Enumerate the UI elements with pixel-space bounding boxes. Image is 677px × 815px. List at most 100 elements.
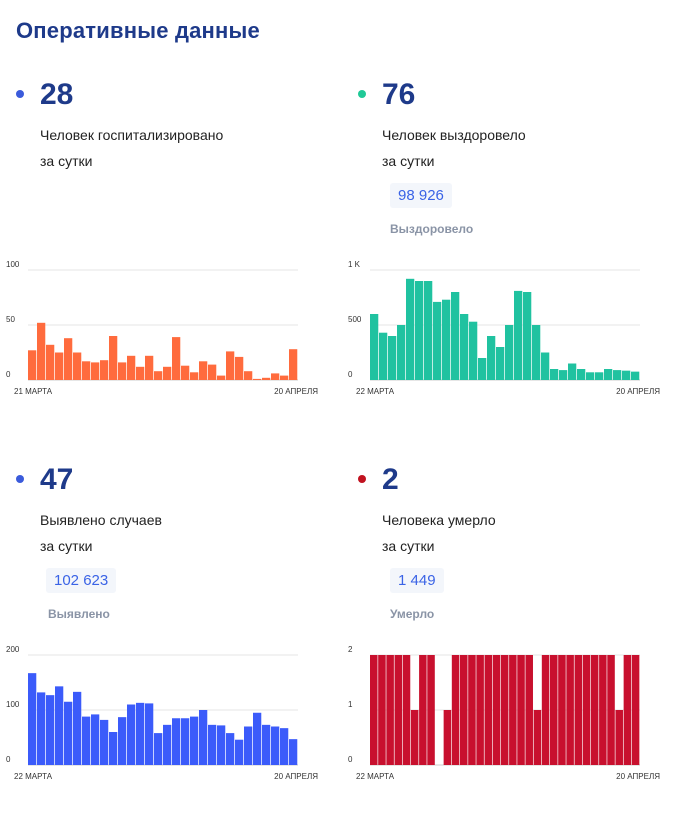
bar — [577, 369, 586, 380]
bar — [402, 655, 411, 765]
detected-desc-line2: за сутки — [40, 538, 93, 554]
bar — [460, 314, 469, 380]
bar — [91, 714, 100, 765]
bar — [590, 655, 599, 765]
bar — [631, 371, 640, 380]
y-tick-label: 50 — [6, 315, 15, 324]
recovered-total: 98 926 — [390, 183, 452, 208]
bar — [181, 365, 190, 380]
y-tick-label: 0 — [6, 370, 11, 379]
bar — [199, 710, 208, 765]
recovered-total-label: Выздоровело — [390, 222, 474, 236]
bar — [397, 325, 406, 380]
bar — [244, 726, 253, 765]
hospitalized-card: 28 Человек госпитализировано за сутки 0 5… — [0, 70, 318, 430]
recovered-description: Человек выздоровело за сутки — [382, 122, 526, 174]
x-end-label: 20 АПРЕЛЯ — [616, 772, 660, 781]
bar — [532, 325, 541, 380]
hospitalized-dot — [16, 90, 24, 98]
detected-total-label: Выявлено — [48, 607, 110, 621]
bar — [28, 673, 37, 765]
bar — [100, 719, 109, 765]
bar — [208, 364, 217, 380]
bar — [574, 655, 583, 765]
bar — [582, 655, 591, 765]
bar — [427, 655, 435, 765]
bar — [226, 733, 235, 765]
bar — [82, 361, 91, 380]
bar — [280, 375, 289, 380]
bar — [100, 360, 109, 380]
x-start-label: 22 МАРТА — [356, 772, 395, 781]
bar — [451, 292, 460, 380]
bar — [433, 301, 442, 380]
bar — [226, 351, 235, 380]
bar — [419, 655, 427, 765]
bar — [623, 655, 632, 765]
bar — [568, 363, 577, 380]
bar — [190, 372, 199, 380]
deaths-count: 2 — [382, 463, 399, 496]
detected-card: 47 Выявлено случаев за сутки 102 623 Выя… — [0, 455, 318, 815]
bar — [73, 352, 82, 380]
bar — [492, 655, 501, 765]
bar — [509, 655, 517, 765]
bar — [541, 352, 550, 380]
bar — [37, 322, 46, 380]
bar — [442, 299, 451, 380]
bar — [109, 336, 118, 380]
bar — [370, 655, 378, 765]
deaths-chart: 0 1 2 22 МАРТА 20 АПРЕЛЯ — [348, 645, 660, 781]
x-end-label: 20 АПРЕЛЯ — [274, 772, 318, 781]
y-tick-label: 100 — [6, 700, 20, 709]
bar — [550, 369, 559, 380]
y-tick-label: 100 — [6, 260, 20, 269]
bar — [37, 692, 46, 765]
deaths-desc-line2: за сутки — [382, 538, 435, 554]
bar — [370, 314, 379, 380]
bar — [586, 372, 595, 380]
bar — [181, 718, 190, 765]
bar — [525, 655, 533, 765]
bar — [469, 321, 478, 380]
hospitalized-desc-line2: за сутки — [40, 153, 93, 169]
bar — [118, 362, 127, 380]
bar — [118, 717, 127, 765]
y-tick-label: 1 — [348, 700, 353, 709]
recovered-desc-line2: за сутки — [382, 153, 435, 169]
bar — [622, 370, 631, 380]
bar — [163, 724, 172, 765]
bar — [388, 336, 397, 380]
bar — [615, 710, 623, 765]
bar — [262, 724, 271, 765]
bar — [145, 355, 154, 380]
bar — [595, 372, 604, 380]
bar — [607, 655, 615, 765]
bar — [566, 655, 574, 765]
bar — [476, 655, 484, 765]
x-start-label: 21 МАРТА — [14, 387, 53, 396]
deaths-dot — [358, 475, 366, 483]
bar — [136, 702, 145, 765]
bar — [631, 655, 640, 765]
deaths-desc-line1: Человека умерло — [382, 512, 496, 528]
recovered-dot — [358, 90, 366, 98]
bar — [424, 281, 433, 380]
x-start-label: 22 МАРТА — [356, 387, 395, 396]
bar — [190, 716, 199, 765]
bar — [235, 739, 244, 765]
deaths-total-label: Умерло — [390, 607, 435, 621]
bar — [127, 355, 136, 380]
recovered-card: 76 Человек выздоровело за сутки 98 926 В… — [342, 70, 660, 430]
bar — [514, 290, 523, 380]
y-tick-label: 500 — [348, 315, 362, 324]
hospitalized-description: Человек госпитализировано за сутки — [40, 122, 223, 174]
bar — [136, 366, 145, 380]
bar — [55, 686, 64, 765]
detected-chart: 0 100 200 22 МАРТА 20 АПРЕЛЯ — [6, 645, 318, 781]
deaths-description: Человека умерло за сутки — [382, 507, 496, 559]
detected-desc-line1: Выявлено случаев — [40, 512, 162, 528]
bar — [550, 655, 558, 765]
bar — [46, 344, 55, 380]
detected-count: 47 — [40, 463, 74, 496]
